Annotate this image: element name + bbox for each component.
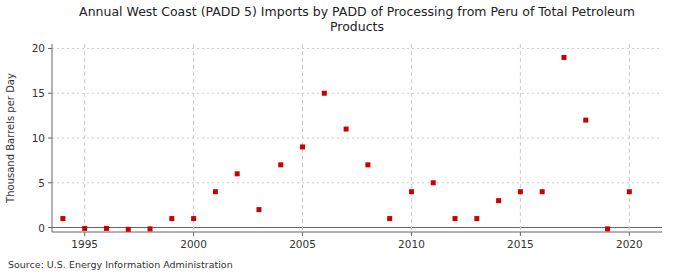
x-grid-line — [411, 44, 412, 232]
chart: Annual West Coast (PADD 5) Imports by PA… — [0, 0, 675, 275]
x-tick-label: 2000 — [180, 238, 207, 250]
x-tick-label: 2010 — [398, 238, 425, 250]
x-grid-line — [193, 44, 194, 232]
point — [322, 91, 327, 96]
point — [169, 216, 174, 221]
x-grid-line — [520, 44, 521, 232]
y-tick-label: 15 — [32, 87, 45, 99]
y-grid-line — [52, 182, 662, 183]
x-grid-line — [302, 44, 303, 232]
x-tick — [629, 232, 630, 236]
point — [474, 216, 479, 221]
point — [387, 216, 392, 221]
point — [256, 207, 261, 212]
y-tick — [48, 48, 52, 49]
x-tick-label: 2005 — [289, 238, 316, 250]
point — [605, 226, 610, 231]
x-tick — [302, 232, 303, 236]
x-tick — [84, 232, 85, 236]
x-tick-label: 1995 — [71, 238, 98, 250]
x-tick — [411, 232, 412, 236]
y-grid-line — [52, 48, 662, 49]
x-axis-line — [52, 232, 662, 233]
point — [82, 226, 87, 231]
point — [583, 118, 588, 123]
title: Annual West Coast (PADD 5) Imports by PA… — [79, 4, 635, 34]
points — [60, 55, 631, 232]
y-tick-label: 10 — [32, 132, 45, 144]
y-grid-line — [52, 93, 662, 94]
y-grid-line — [52, 227, 662, 228]
point — [104, 226, 109, 231]
point — [453, 216, 458, 221]
x-tick — [520, 232, 521, 236]
point — [60, 216, 65, 221]
point — [213, 189, 218, 194]
x-grid-line — [629, 44, 630, 232]
grid — [52, 44, 662, 232]
source: Source: U.S. Energy Information Administ… — [8, 259, 233, 270]
point — [300, 144, 305, 149]
point — [518, 189, 523, 194]
y-tick — [48, 93, 52, 94]
x-tick-label: 2015 — [507, 238, 534, 250]
y-tick — [48, 182, 52, 183]
x-grid-line — [84, 44, 85, 232]
point — [540, 189, 545, 194]
x-tick — [193, 232, 194, 236]
y-tick-label: 20 — [32, 42, 45, 54]
y-tick-label: 5 — [38, 177, 45, 189]
point — [365, 162, 370, 167]
point — [561, 55, 566, 60]
point — [191, 216, 196, 221]
x-tick-label: 2020 — [616, 238, 643, 250]
point — [126, 227, 131, 232]
y-tick — [48, 227, 52, 228]
point — [235, 171, 240, 176]
y-grid-line — [52, 138, 662, 139]
y-axis-label: Thousand Barrels per Day — [5, 73, 16, 204]
y-tick-label: 0 — [38, 222, 45, 234]
point — [344, 127, 349, 132]
point — [496, 198, 501, 203]
point — [627, 189, 632, 194]
point — [148, 226, 153, 231]
point — [278, 162, 283, 167]
point — [409, 189, 414, 194]
point — [431, 180, 436, 185]
y-tick — [48, 138, 52, 139]
